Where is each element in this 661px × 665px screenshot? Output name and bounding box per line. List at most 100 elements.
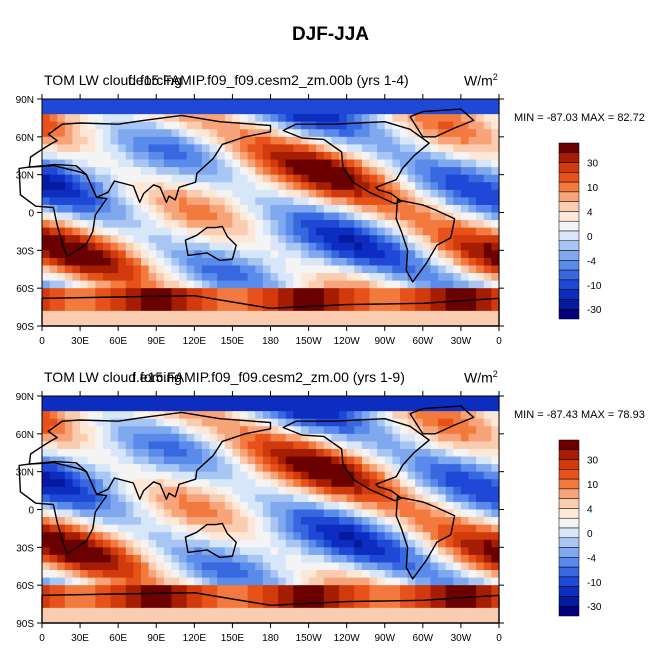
lat-tick-label: 60S — [16, 581, 34, 592]
colorbar-swatch — [558, 308, 580, 320]
colorbar-swatch — [558, 240, 580, 251]
colorbar-label: -4 — [587, 553, 596, 564]
lat-tick-label: 0 — [28, 506, 34, 517]
colorbar: 30 10 4 0 -4 -10 -30 — [558, 142, 602, 320]
lon-tick-label: 120E — [183, 633, 207, 644]
colorbar-label: 0 — [587, 232, 593, 243]
lon-tick-label: 0 — [496, 633, 502, 644]
lat-tick-label: 60N — [16, 133, 34, 144]
lon-tick-label: 120E — [183, 336, 207, 347]
colorbar-swatch — [558, 449, 580, 460]
continent-outlines — [18, 108, 500, 327]
colorbar-swatch — [558, 517, 580, 529]
lon-tick-label: 60W — [413, 336, 434, 347]
colorbar-label: -30 — [587, 305, 602, 316]
colorbar-swatch — [558, 586, 580, 597]
colorbar-label: 4 — [587, 504, 593, 515]
colorbar-swatch — [558, 596, 580, 607]
lat-tick-label: 90S — [16, 322, 34, 333]
filled-contours — [42, 396, 500, 624]
map-panel-1: TOM LW cloud forcing f.e15.FAMIP.f09_f09… — [0, 68, 661, 368]
colorbar-swatch — [558, 459, 580, 470]
colorbar-label: -10 — [587, 578, 602, 589]
colorbar-swatch — [558, 250, 580, 261]
colorbar-label: -4 — [587, 256, 596, 267]
colorbar-swatch — [558, 260, 580, 271]
lon-tick-label: 180 — [262, 336, 279, 347]
panel-center-title: f.e15.FAMIP.f09_f09.cesm2_zm.00b (yrs 1-… — [128, 72, 409, 88]
lon-tick-label: 150E — [221, 633, 245, 644]
lon-tick-label: 60E — [109, 336, 127, 347]
colorbar-swatch — [558, 269, 580, 281]
lat-tick-label: 90N — [16, 95, 34, 106]
colorbar-swatch — [558, 537, 580, 548]
colorbar-swatch — [558, 498, 580, 509]
lon-tick-label: 30W — [451, 633, 472, 644]
colorbar-swatch — [558, 289, 580, 300]
colorbar-label: 30 — [587, 456, 599, 467]
min-max-readout: MIN = -87.43 MAX = 78.93 — [514, 409, 645, 421]
panel-units: W/m2 — [464, 72, 498, 89]
lon-tick-label: 180 — [262, 633, 279, 644]
lon-tick-label: 30E — [71, 633, 89, 644]
map-plot: 90N 60N 30N 0 30S 60S 90S 0 30E 60E 90E 120E 150E 180… — [16, 391, 602, 644]
lon-tick-label: 30W — [451, 336, 472, 347]
lon-tick-label: 90E — [147, 633, 165, 644]
colorbar-swatch — [558, 211, 580, 222]
colorbar-swatch — [558, 576, 580, 587]
colorbar-swatch — [558, 566, 580, 578]
lat-tick-label: 0 — [28, 209, 34, 220]
min-max-readout: MIN = -87.03 MAX = 82.72 — [514, 112, 645, 124]
lon-tick-label: 150W — [296, 336, 323, 347]
panel-left-title: TOM LW cloud forcing — [44, 72, 182, 88]
lat-tick-label: 60S — [16, 284, 34, 295]
lat-tick-label: 60N — [16, 430, 34, 441]
lon-tick-label: 90W — [374, 633, 395, 644]
lon-tick-label: 0 — [496, 336, 502, 347]
lat-tick-label: 90S — [16, 619, 34, 630]
lon-tick-label: 60W — [413, 633, 434, 644]
lon-tick-label: 90W — [374, 336, 395, 347]
lon-tick-label: 120W — [334, 336, 361, 347]
lon-tick-label: 150W — [296, 633, 323, 644]
lon-tick-label: 0 — [39, 336, 45, 347]
colorbar-swatch — [558, 142, 580, 154]
lat-tick-label: 90N — [16, 392, 34, 403]
colorbar-label: 30 — [587, 159, 599, 170]
lon-tick-label: 0 — [39, 633, 45, 644]
colorbar-label: -30 — [587, 602, 602, 613]
colorbar-swatch — [558, 201, 580, 212]
lat-tick-label: 30S — [16, 246, 34, 257]
colorbar-swatch — [558, 478, 580, 490]
figure-title: DJF-JJA — [291, 24, 370, 45]
lon-tick-label: 90E — [147, 336, 165, 347]
map-plot: 90N 60N 30N 0 30S 60S 90S 0 30E 60E 90E 120E 150E 180… — [16, 94, 602, 347]
colorbar-swatch — [558, 527, 580, 539]
colorbar-label: 4 — [587, 207, 593, 218]
colorbar-swatch — [558, 439, 580, 451]
colorbar-label: 0 — [587, 529, 593, 540]
colorbar-label: 10 — [587, 183, 599, 194]
lon-tick-label: 120W — [334, 633, 361, 644]
colorbar-swatch — [558, 230, 580, 242]
panel-left-title: TOM LW cloud forcing — [44, 369, 182, 385]
colorbar-swatch — [558, 172, 580, 183]
colorbar-swatch — [558, 181, 580, 193]
map-panel-2: TOM LW cloud forcing f.e15.FAMIP.f09_f09… — [0, 365, 661, 665]
filled-contours — [42, 99, 500, 327]
colorbar-swatch — [558, 299, 580, 310]
colorbar-label: -10 — [587, 281, 602, 292]
colorbar-swatch — [558, 191, 580, 202]
colorbar-swatch — [558, 152, 580, 163]
colorbar: 30 10 4 0 -4 -10 -30 — [558, 439, 602, 617]
colorbar-swatch — [558, 279, 580, 290]
colorbar-swatch — [558, 469, 580, 480]
lat-tick-label: 30N — [16, 171, 34, 182]
colorbar-swatch — [558, 557, 580, 568]
colorbar-swatch — [558, 547, 580, 558]
lon-tick-label: 150E — [221, 336, 245, 347]
panel-units: W/m2 — [464, 369, 498, 386]
lat-tick-label: 30N — [16, 468, 34, 479]
colorbar-swatch — [558, 488, 580, 499]
colorbar-swatch — [558, 508, 580, 519]
